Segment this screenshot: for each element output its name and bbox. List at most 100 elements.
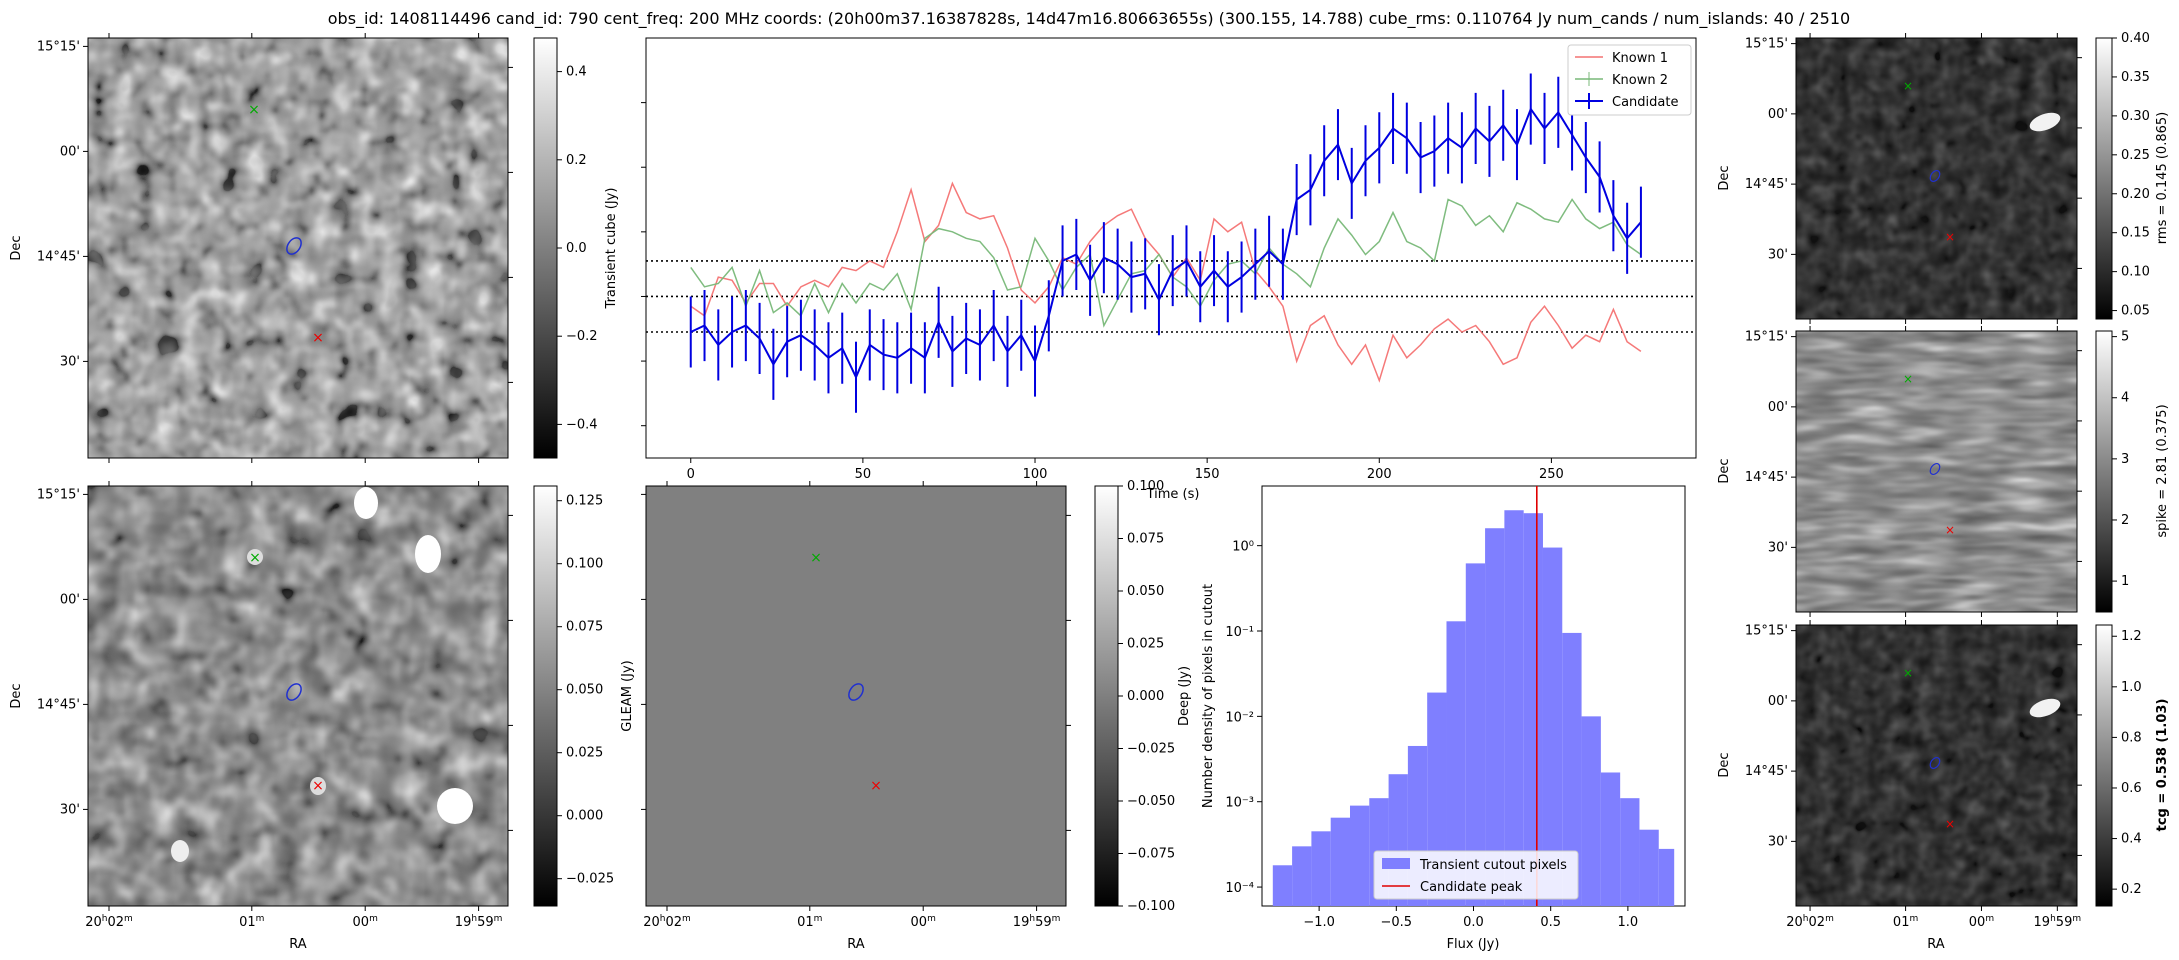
known-source-marker: × [1903,666,1913,680]
ra-tick-label: 00m [353,914,378,930]
x-tick-label: 0.5 [1540,915,1561,930]
figure-suptitle: obs_id: 1408114496 cand_id: 790 cent_fre… [328,9,1850,29]
gleam-axis-label: GLEAM (Jy) [620,660,635,731]
bright-source [2029,112,2061,132]
colorbar-tcg: 1.2 1.0 0.8 0.6 0.4 0.2 tcg = 0.538 (1.03) [2095,624,2170,907]
colorbar-tick-label: 0.0 [566,241,587,256]
dec-tick-label: 30' [60,354,80,369]
ra-tick-label: 00m [1969,914,1994,930]
colorbar-tick-label: 0.4 [2121,832,2142,847]
dec-tick-label: 15°15' [1745,624,1788,639]
hist-bar [1311,831,1331,906]
dec-axis-label: Dec [9,683,24,708]
ra-tick-label: 19h59m [2034,914,2082,930]
dec-tick-label: 14°45' [37,697,80,712]
x-tick-label: 50 [855,467,872,482]
dec-tick-label: 00' [1768,694,1788,709]
hist-bar [1639,829,1659,906]
dec-tick-label: 30' [60,802,80,817]
dec-tick-label: 00' [1768,107,1788,122]
colorbar-tick-label: 3 [2121,452,2129,467]
dec-axis-label: Dec [1717,458,1732,483]
hist-bar [1292,846,1312,906]
colorbar-tick-label: 0.000 [566,809,603,824]
hist-bar [1272,865,1293,906]
dec-tick-label: 30' [1768,834,1788,849]
colorbar-tick-label: 0.2 [566,153,587,168]
dec-tick-label: 14°45' [1745,764,1788,779]
x-axis-label: Time (s) [1146,487,1200,502]
ra-tick-label: 20h02m [85,914,133,930]
colorbar-tick-label: 1.2 [2121,629,2142,644]
x-tick-label: 100 [1023,467,1048,482]
colorbar-tick-label: 1 [2121,574,2129,589]
colorbar-tick-label: 0.30 [2121,109,2150,124]
colorbar-tick-label: 0.025 [566,746,603,761]
known-source-marker: × [249,550,261,566]
x-tick-label: 0 [687,467,695,482]
hist-bar [1504,510,1524,906]
colorbar-deep: 0.125 0.100 0.075 0.050 0.025 0.000 −0.025 Dee… [533,485,1192,907]
colorbar-tick-label: −0.025 [566,872,614,887]
ra-tick-label: 01m [239,914,264,930]
hist-bar [1446,621,1466,906]
legend-label: Candidate [1612,95,1678,110]
colorbar-tick-label: 0.6 [2121,781,2142,796]
bright-source [310,777,326,795]
colorbar-label: spike = 2.81 (0.375) [2155,404,2170,537]
known-source-marker: × [1903,372,1913,386]
bright-source [171,840,189,862]
hist-bar [1523,513,1543,906]
dec-axis-label: Dec [9,235,24,260]
ra-axis-label: RA [847,937,865,952]
legend-label: Known 2 [1612,73,1668,88]
candidate-region [1929,169,1941,183]
colorbar-tick-label: −0.025 [1127,742,1175,757]
bright-source [437,788,473,824]
x-tick-label: −0.5 [1381,915,1413,930]
colorbar-tick-label: 0.050 [566,683,603,698]
hist-bar [1581,716,1601,906]
colorbar-transient-cube: 0.4 0.2 0.0 −0.2 −0.4 Transient cube (Jy) [533,37,619,459]
known-source-marker: × [810,550,822,566]
colorbar-tick-label: −0.2 [566,329,598,344]
colorbar-rms: 0.40 0.35 0.30 0.25 0.20 0.15 0.10 0.05 rms = 0… [2095,31,2170,320]
panel-transient-cube: × × 15°15' 00' 14°45' 30' Dec [9,33,513,463]
colorbar-spike: 5 4 3 2 1 spike = 2.81 (0.375) [2095,330,2170,613]
colorbar-tick-label: 0.100 [566,557,603,572]
candidate-region [1929,756,1941,770]
ra-tick-label: 20h02m [1786,914,1834,930]
bright-source [247,549,263,565]
colorbar-label: rms = 0.145 (0.865) [2155,112,2170,244]
dec-tick-label: 14°45' [1745,177,1788,192]
colorbar-tick-label: 0.125 [566,494,603,509]
bright-source [415,535,441,573]
ra-tick-label: 01m [797,914,822,930]
dec-tick-label: 15°15' [37,39,80,54]
candidate-peak-marker: × [1945,523,1955,537]
colorbar-tick-label: 0.4 [566,65,587,80]
colorbar-tick-label: 0.075 [566,620,603,635]
candidate-peak-marker: × [312,330,324,346]
y-tick-label: 10⁰ [1232,540,1254,555]
hist-bar [1562,632,1582,906]
colorbar-tick-label: 0.8 [2121,730,2142,745]
legend-swatch-hist [1382,858,1410,869]
ra-tick-label: 19h59m [1013,914,1061,930]
ra-axis-label: RA [289,937,307,952]
colorbar-label: Transient cube (Jy) [604,188,619,310]
series-line [690,107,1642,380]
known-source-marker: × [248,102,260,118]
hist-bar [1330,817,1350,906]
x-tick-label: −1.0 [1303,915,1335,930]
colorbar-label: tcg = 0.538 (1.03) [2155,699,2170,832]
hist-bar [1620,798,1640,906]
hist-bar [1658,848,1675,906]
x-tick-label: 0.0 [1463,915,1484,930]
panel-tcg: × × 15°15' 00' 14°45' 30' 20h02m 01m 00m 19h59m… [1717,620,2082,952]
candidate-region [286,683,302,701]
colorbar-tick-label: 0.05 [2121,304,2150,319]
plot-area [645,37,1697,459]
colorbar-tick-label: −0.075 [1127,847,1175,862]
ra-tick-label: 01m [1893,914,1918,930]
